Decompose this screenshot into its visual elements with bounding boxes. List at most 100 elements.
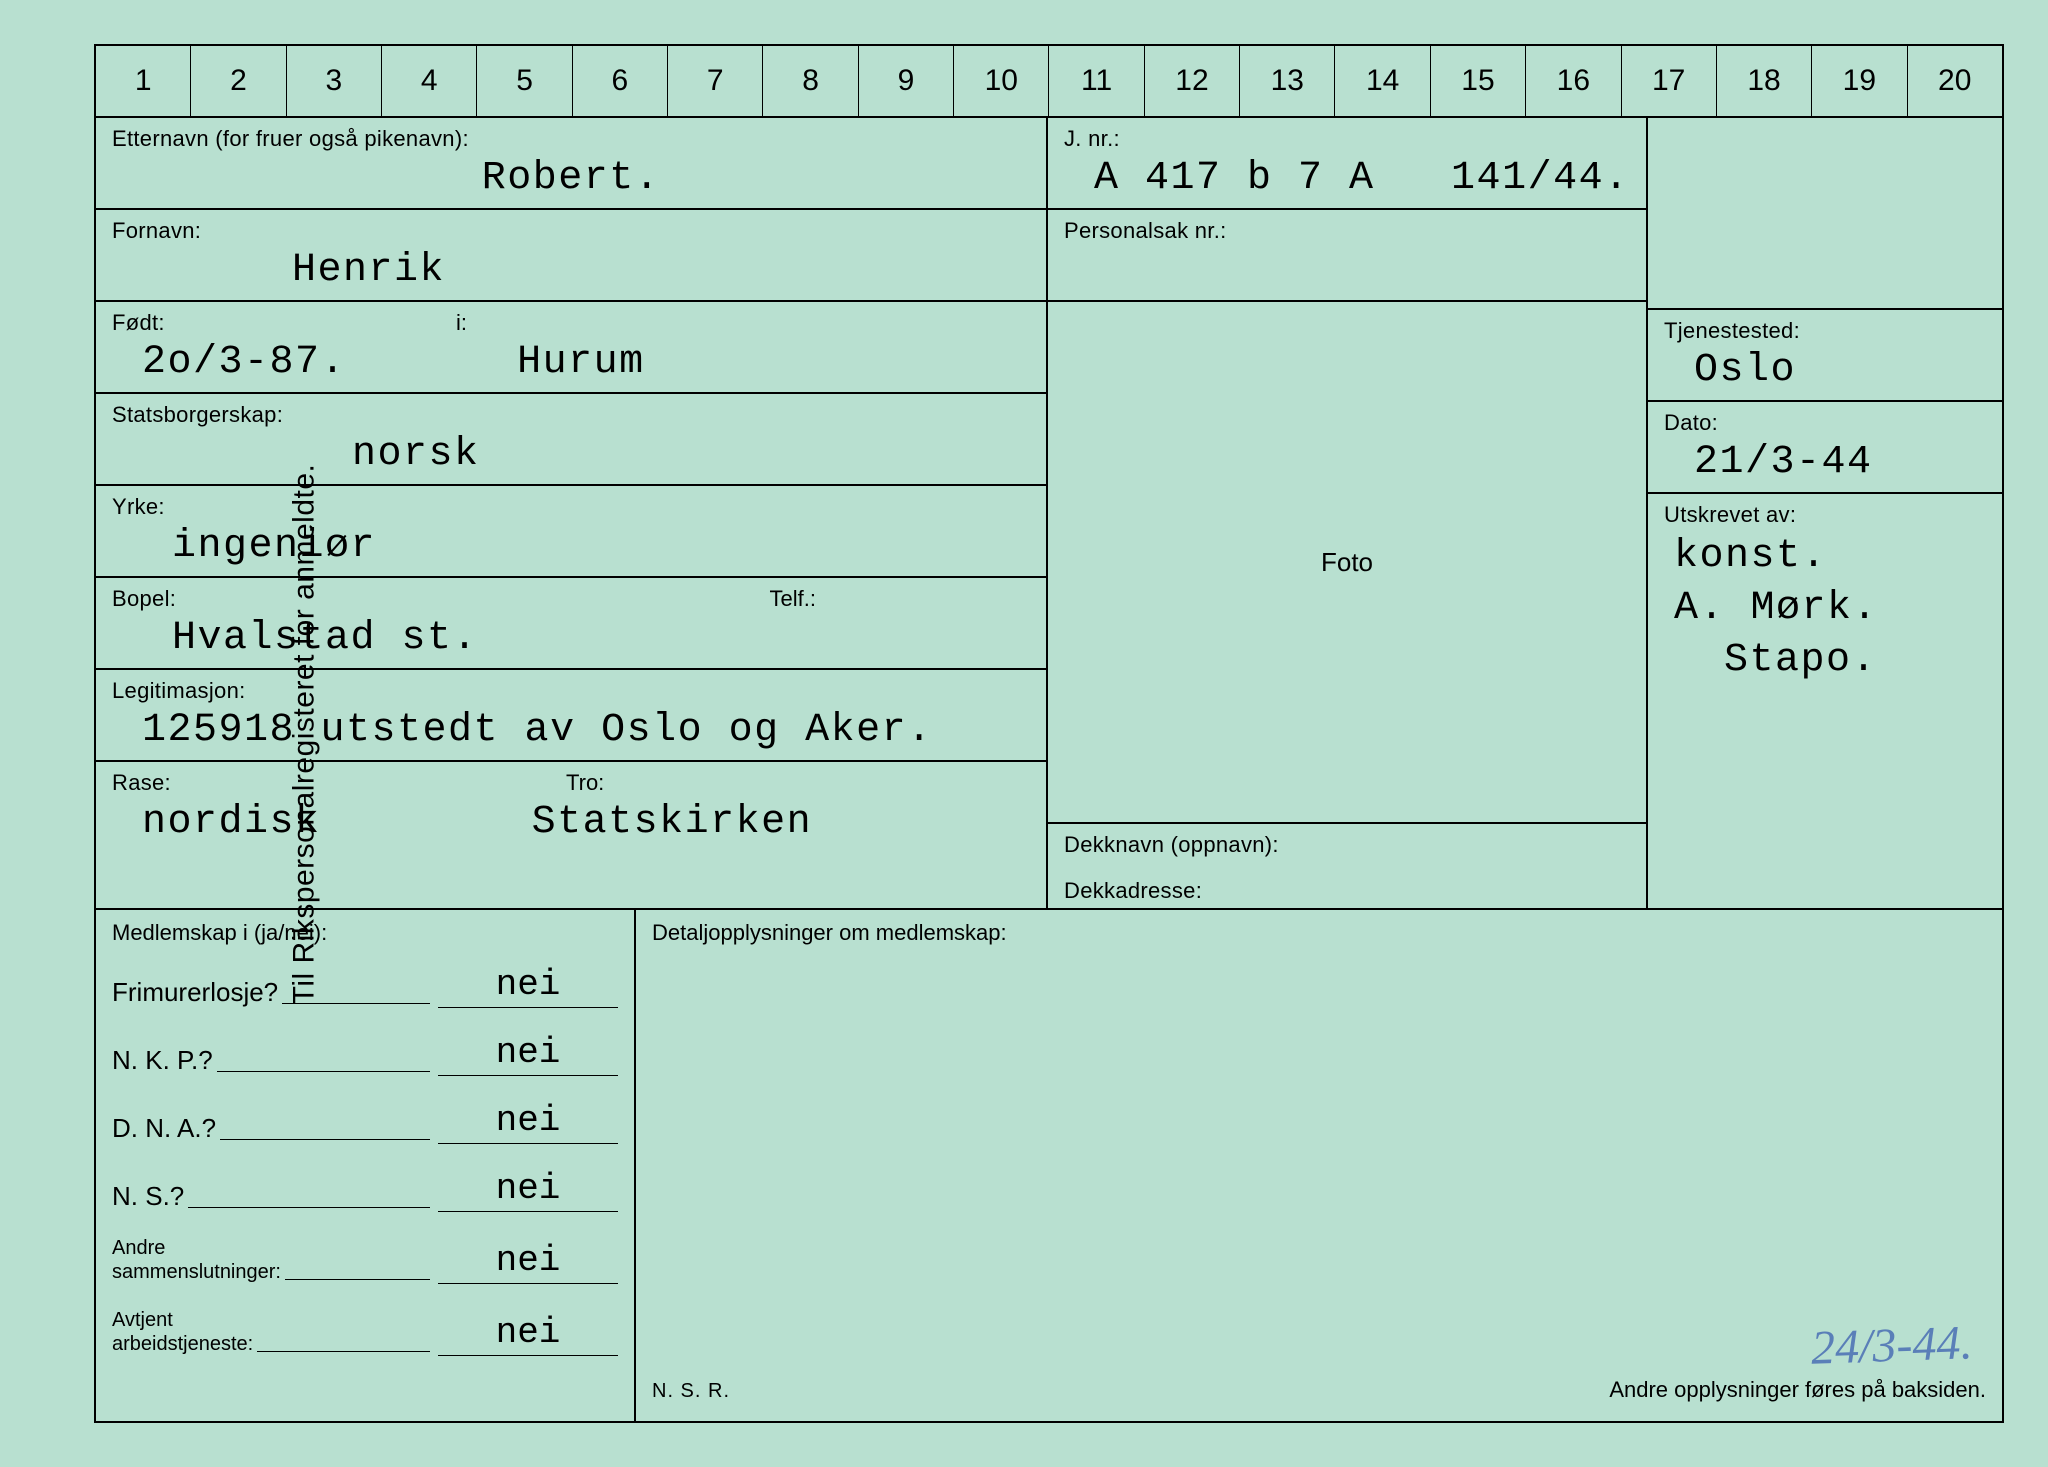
value-utskrevet3: Stapo.: [1664, 638, 1986, 684]
middle-column: J. nr.: A 417 b 7 A 141/44. Personalsak …: [1048, 118, 1648, 908]
value-bopel: Hvalstad st.: [112, 616, 1030, 662]
field-tjenestested: Tjenestested: Oslo: [1648, 310, 2002, 402]
field-legitimasjon: Legitimasjon: 125918 utstedt av Oslo og …: [96, 670, 1046, 762]
label-yrke: Yrke:: [112, 494, 1030, 520]
card-frame: 1234567891011121314151617181920 Etternav…: [94, 44, 2004, 1423]
value-yrke: ingeniør: [112, 524, 1030, 570]
label-bopel: Bopel:: [112, 586, 1030, 612]
ruler-cell: 13: [1240, 46, 1335, 116]
registration-card: Til Rikspersonalregisteret for anmeldte.…: [0, 0, 2048, 1467]
left-column: Etternavn (for fruer også pikenavn): Rob…: [96, 118, 1048, 908]
ruler-cell: 12: [1145, 46, 1240, 116]
ruler-cell: 2: [191, 46, 286, 116]
membership-row: N. K. P.? nei: [112, 1032, 618, 1076]
ruler-cell: 3: [287, 46, 382, 116]
value-legitimasjon: 125918 utstedt av Oslo og Aker.: [112, 708, 1030, 754]
membership-question: Frimurerlosje?: [112, 977, 278, 1008]
ruler-cell: 17: [1622, 46, 1717, 116]
membership-line: [188, 1207, 430, 1208]
membership-line: [282, 1003, 430, 1004]
value-fodt-date: 2o/3-87.: [142, 340, 346, 385]
label-jnr: J. nr.:: [1064, 126, 1630, 152]
right-column: Tjenestested: Oslo Dato: 21/3-44 Utskrev…: [1648, 118, 2002, 908]
ruler-cell: 9: [859, 46, 954, 116]
form-body: Etternavn (for fruer også pikenavn): Rob…: [96, 118, 2002, 1421]
membership-question: Andresammenslutninger:: [112, 1236, 281, 1284]
field-dekknavn: Dekknavn (oppnavn): Dekkadresse:: [1048, 824, 1646, 908]
field-personalsak: Personalsak nr.:: [1048, 210, 1646, 302]
value-fornavn: Henrik: [112, 248, 1030, 294]
membership-line: [217, 1071, 430, 1072]
value-fodt: 2o/3-87. Hurum: [112, 340, 1030, 386]
label-legitimasjon: Legitimasjon:: [112, 678, 1030, 704]
ruler-cell: 15: [1431, 46, 1526, 116]
field-bopel: Bopel: Telf.: Hvalstad st.: [96, 578, 1046, 670]
ruler-cell: 18: [1717, 46, 1812, 116]
membership-answer: nei: [438, 1168, 618, 1212]
label-dato: Dato:: [1664, 410, 1986, 436]
field-yrke: Yrke: ingeniør: [96, 486, 1046, 578]
footer-backside-note: Andre opplysninger føres på baksiden.: [1609, 1377, 1986, 1403]
detail-column: Detaljopplysninger om medlemskap: N. S. …: [636, 910, 2002, 1421]
label-statsborgerskap: Statsborgerskap:: [112, 402, 1030, 428]
value-utskrevet2: A. Mørk.: [1664, 586, 1986, 632]
field-fodt: Født: i: 2o/3-87. Hurum: [96, 302, 1046, 394]
membership-line: [257, 1351, 430, 1352]
field-etternavn: Etternavn (for fruer også pikenavn): Rob…: [96, 118, 1046, 210]
label-telf: Telf.:: [770, 586, 816, 612]
value-etternavn: Robert.: [112, 156, 1030, 202]
detail-header: Detaljopplysninger om medlemskap:: [652, 920, 1986, 946]
field-jnr: J. nr.: A 417 b 7 A 141/44.: [1048, 118, 1646, 210]
label-tro: Tro:: [566, 770, 604, 796]
ruler-cell: 10: [954, 46, 1049, 116]
label-fodt: Født:: [112, 310, 1030, 336]
ruler-cell: 4: [382, 46, 477, 116]
ruler-cell: 16: [1526, 46, 1621, 116]
ruler-cell: 6: [573, 46, 668, 116]
ruler-cell: 1: [96, 46, 191, 116]
value-tjenestested: Oslo: [1664, 348, 1986, 394]
membership-line: [220, 1139, 430, 1140]
membership-line: [285, 1279, 430, 1280]
ruler-cell: 11: [1049, 46, 1144, 116]
label-tjenestested: Tjenestested:: [1664, 318, 1986, 344]
value-rase: nordisk: [142, 800, 321, 845]
field-dato: Dato: 21/3-44: [1648, 402, 2002, 494]
membership-question: D. N. A.?: [112, 1113, 216, 1144]
foto-box: Foto: [1048, 302, 1646, 824]
ruler-cell: 14: [1335, 46, 1430, 116]
label-etternavn: Etternavn (for fruer også pikenavn):: [112, 126, 1030, 152]
ruler-cell: 7: [668, 46, 763, 116]
value-tro: Statskirken: [532, 800, 813, 845]
membership-row: Andresammenslutninger: nei: [112, 1236, 618, 1284]
label-utskrevet: Utskrevet av:: [1664, 502, 1986, 528]
right-top-empty: [1648, 118, 2002, 310]
membership-row: D. N. A.?nei: [112, 1100, 618, 1144]
label-dekknavn: Dekknavn (oppnavn):: [1064, 832, 1630, 858]
value-fodt-place: Hurum: [517, 340, 645, 385]
membership-answer: nei: [438, 1032, 618, 1076]
handwritten-date: 24/3-44.: [1810, 1315, 1973, 1376]
ruler-cell: 8: [763, 46, 858, 116]
ruler-cell: 5: [477, 46, 572, 116]
membership-answer: nei: [438, 1240, 618, 1284]
membership-row: Avtjentarbeidstjeneste:nei: [112, 1308, 618, 1356]
field-utskrevet: Utskrevet av: konst. A. Mørk. Stapo.: [1648, 494, 2002, 908]
ruler-cell: 20: [1908, 46, 2002, 116]
membership-answer: nei: [438, 964, 618, 1008]
footer-nsr: N. S. R.: [652, 1380, 730, 1403]
membership-row: N. S.? nei: [112, 1168, 618, 1212]
value-personalsak: [1064, 248, 1630, 294]
label-fodt-i: i:: [456, 310, 467, 336]
membership-rows: Frimurerlosje?neiN. K. P.?neiD. N. A.?ne…: [112, 964, 618, 1356]
value-dato: 21/3-44: [1664, 440, 1986, 486]
membership-answer: nei: [438, 1312, 618, 1356]
membership-question: N. S.?: [112, 1181, 184, 1212]
label-foto: Foto: [1321, 547, 1373, 578]
field-statsborgerskap: Statsborgerskap: norsk: [96, 394, 1046, 486]
ruler-cell: 19: [1812, 46, 1907, 116]
label-personalsak: Personalsak nr.:: [1064, 218, 1630, 244]
label-fornavn: Fornavn:: [112, 218, 1030, 244]
field-fornavn: Fornavn: Henrik: [96, 210, 1046, 302]
membership-question: N. K. P.?: [112, 1045, 213, 1076]
